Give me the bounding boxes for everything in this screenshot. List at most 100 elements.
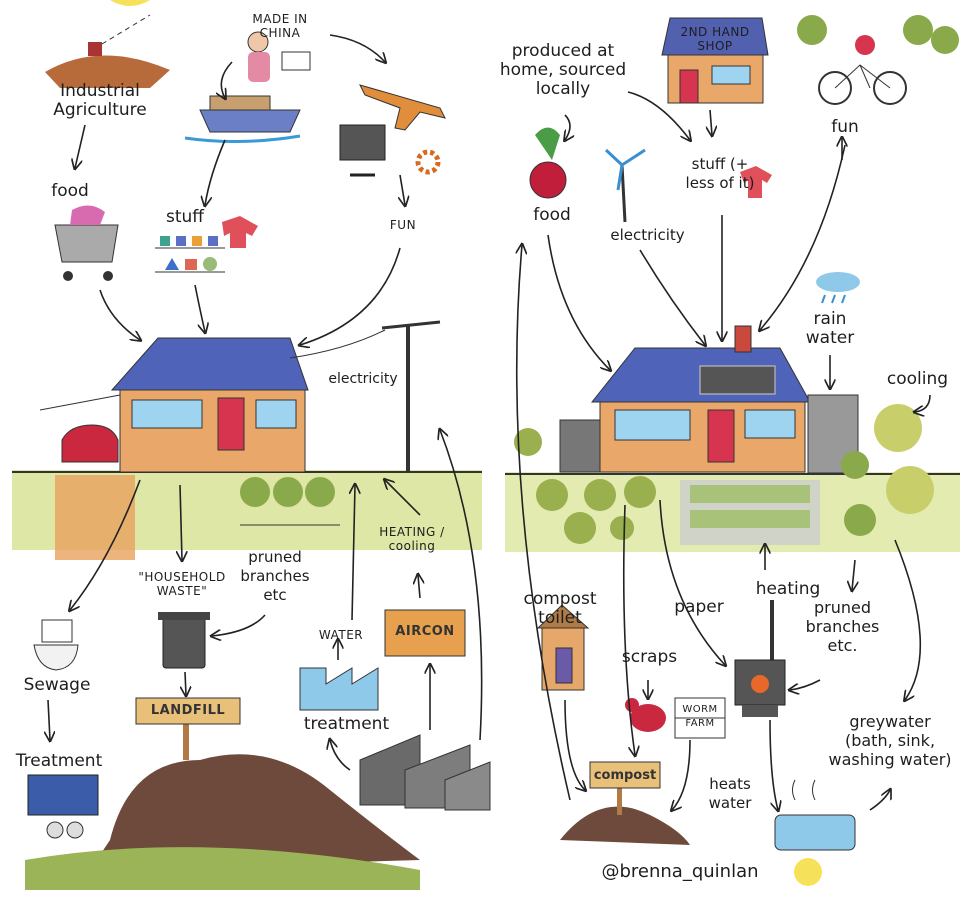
left-arrows-part [418,575,420,598]
label: scraps [612,648,687,667]
right-house-part [735,326,751,352]
sun [110,0,150,6]
left-arrows-part [195,285,205,332]
bicycle-scene-part [835,65,890,88]
bicycle-scene-part [931,26,959,54]
compost-toilet-part [556,648,572,683]
left-arrows-part [48,700,50,740]
cargo-ship-part [210,96,270,110]
bicycle-scene-part [855,35,875,55]
sewage-treatment [28,775,98,838]
label: heating [748,580,828,599]
body: Industrial Agriculture MADE IN CHINA foo… [0,0,973,902]
label: FUN [378,218,428,232]
bicycle-scene-part [797,15,827,45]
label: heats water [700,775,760,813]
bathtub-part [775,815,855,850]
right-arrows-part [870,790,890,810]
credit: @brenna_quinlan [570,862,790,881]
label: electricity [600,226,695,245]
label: food [522,206,582,225]
toilet-part [34,645,78,670]
right-arrows-part [852,560,855,590]
power-pole-part [382,322,440,328]
shopping-cart-part [70,205,105,225]
shopping-cart [55,205,118,281]
right-house-part [708,410,734,462]
label: paper [664,598,734,617]
power-pole [290,322,440,472]
right-arrows-part [915,395,930,412]
factory-worker-part [282,52,310,70]
bicycle-scene [797,15,959,104]
tv-and-toy-part [340,125,385,160]
sewage-treatment-part [47,822,63,838]
right-trees-part [564,512,596,544]
label: electricity [318,370,408,389]
left-house-part [256,400,296,428]
vegetable-garden-part [690,510,810,528]
bathtub [775,780,855,850]
right-house [560,326,858,473]
cargo-ship [185,96,300,142]
label: fun [825,118,865,137]
vegetable-garden-part [690,485,810,503]
left-house [40,338,308,472]
right-house-part [615,410,690,440]
left-arrows-part [221,62,232,98]
wind-turbine-part [606,150,645,190]
sewage-treatment-part [67,822,83,838]
left-house-part [62,425,118,462]
right-house-part [560,420,600,472]
left-arrows-part [400,175,405,205]
right-arrows-part [548,235,610,370]
label: MADE IN CHINA [240,12,320,40]
left-arrows-part [75,125,85,168]
label: pruned branches etc [230,548,320,605]
beetroot-part [535,128,560,161]
left-trees-part [305,477,335,507]
toilet [34,620,78,670]
airplane [360,85,445,130]
beetroot [530,128,566,199]
label: stuff [150,208,220,227]
label: pruned branches etc. [800,598,885,655]
wind-turbine [606,150,645,222]
right-trees-part [874,404,922,452]
left-arrows-part [212,615,265,636]
label: cooling [875,370,960,389]
right-trees-part [624,476,656,508]
left-house-part [132,400,202,428]
stuff-items-part [222,216,258,248]
left-house-part [112,338,308,390]
cargo-ship-part [200,110,300,132]
stuff-items-part [192,236,202,246]
label: compost toilet [515,590,605,628]
label: WATER [306,628,376,642]
left-house-part [218,398,244,450]
farm-field-part [102,15,150,44]
label: food [40,182,100,201]
credit-badge [794,858,822,886]
rain-cloud-part [816,272,860,292]
farm-field-part [88,42,102,56]
airplane-part [360,85,445,130]
shopping-cart-part [63,271,73,281]
compost-heap-part [617,785,622,815]
label: stuff (+ less of it) [680,155,760,193]
right-house-part [745,410,795,438]
right-trees-part [886,466,934,514]
tv-and-toy [340,125,438,175]
sewage-treatment-part [28,775,98,815]
label: rain water [800,310,860,348]
label: "HOUSEHOLD WASTE" [132,570,232,598]
right-arrows-part [790,680,820,690]
label: Industrial Agriculture [35,82,165,120]
wood-stove-part [751,675,769,693]
stuff-items-part [176,236,186,246]
rubbish-bin [158,612,210,668]
right-trees-part [610,516,634,540]
right-arrows-part [672,740,690,810]
label: WORM FARM [675,703,725,731]
left-trees-part [273,477,303,507]
